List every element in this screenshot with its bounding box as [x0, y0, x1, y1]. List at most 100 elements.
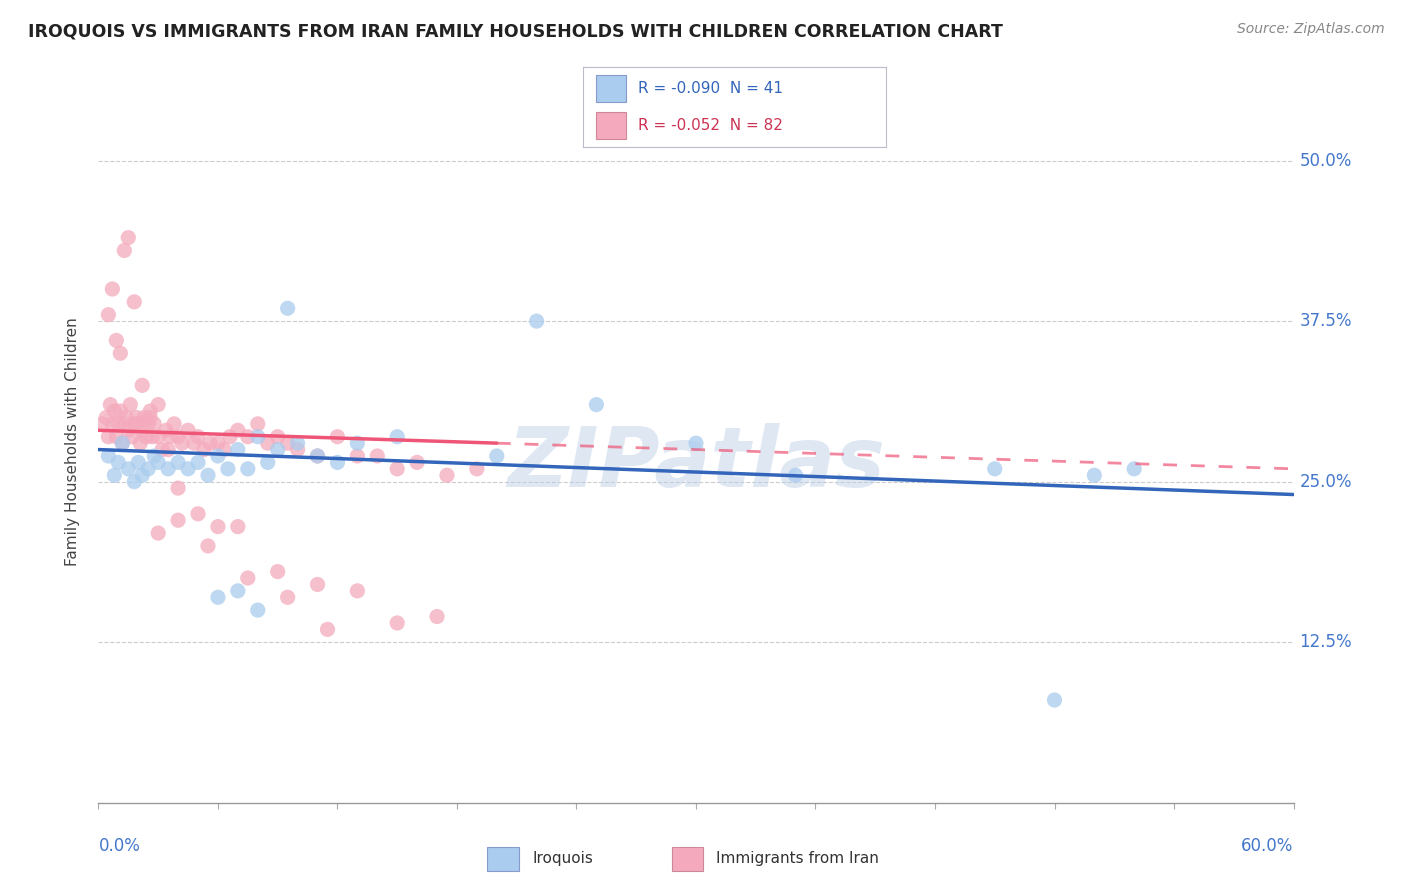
Point	[124, 294, 146, 309]
FancyBboxPatch shape	[672, 847, 703, 871]
Point	[167, 481, 190, 495]
Point	[346, 436, 368, 450]
Point	[139, 410, 162, 425]
Point	[107, 417, 129, 431]
Point	[148, 430, 170, 444]
Point	[426, 609, 449, 624]
Point	[103, 404, 125, 418]
Point	[183, 436, 205, 450]
Point	[1043, 693, 1066, 707]
Point	[187, 455, 209, 469]
Point	[226, 423, 249, 437]
Point	[177, 462, 200, 476]
Text: IROQUOIS VS IMMIGRANTS FROM IRAN FAMILY HOUSEHOLDS WITH CHILDREN CORRELATION CHA: IROQUOIS VS IMMIGRANTS FROM IRAN FAMILY …	[28, 22, 1002, 40]
Point	[226, 583, 249, 598]
Point	[187, 430, 209, 444]
Point	[117, 462, 139, 476]
Point	[785, 468, 807, 483]
Point	[585, 398, 607, 412]
Point	[226, 442, 249, 457]
Point	[219, 430, 242, 444]
Point	[246, 417, 269, 431]
Point	[406, 455, 429, 469]
Point	[277, 591, 299, 605]
Point	[207, 519, 229, 533]
Point	[346, 449, 368, 463]
Point	[207, 449, 229, 463]
Point	[101, 417, 124, 431]
Text: ZIPatlas: ZIPatlas	[508, 423, 884, 504]
Point	[134, 410, 156, 425]
Point	[1123, 462, 1146, 476]
Point	[159, 430, 181, 444]
Point	[307, 577, 329, 591]
Point	[136, 462, 159, 476]
Y-axis label: Family Households with Children: Family Households with Children	[65, 318, 80, 566]
Point	[124, 417, 146, 431]
Point	[177, 423, 200, 437]
Point	[121, 430, 143, 444]
Point	[155, 423, 177, 437]
Point	[98, 398, 122, 412]
Point	[96, 410, 118, 425]
Point	[385, 430, 409, 444]
Point	[157, 442, 180, 457]
Point	[307, 449, 329, 463]
Point	[143, 417, 166, 431]
Point	[217, 462, 239, 476]
Point	[131, 468, 153, 483]
Point	[287, 436, 309, 450]
Point	[236, 571, 259, 585]
Point	[685, 436, 707, 450]
Point	[112, 417, 135, 431]
Point	[197, 539, 219, 553]
Point	[984, 462, 1007, 476]
Point	[316, 623, 339, 637]
Point	[236, 430, 259, 444]
Point	[125, 410, 148, 425]
Point	[287, 442, 309, 457]
Point	[150, 442, 173, 457]
Point	[105, 334, 128, 348]
Point	[246, 430, 269, 444]
Point	[167, 455, 190, 469]
Point	[1083, 468, 1105, 483]
Point	[105, 430, 128, 444]
Point	[103, 468, 125, 483]
Point	[101, 282, 124, 296]
Point	[148, 455, 170, 469]
Point	[436, 468, 458, 483]
Point	[385, 462, 409, 476]
Point	[326, 455, 349, 469]
Point	[127, 455, 149, 469]
FancyBboxPatch shape	[596, 112, 626, 139]
FancyBboxPatch shape	[486, 847, 519, 871]
Point	[117, 423, 139, 437]
Point	[267, 442, 290, 457]
Point	[129, 436, 152, 450]
Point	[131, 378, 153, 392]
Point	[139, 404, 162, 418]
Point	[172, 436, 194, 450]
Text: 0.0%: 0.0%	[98, 838, 141, 855]
Point	[148, 398, 170, 412]
Point	[163, 417, 186, 431]
Text: 60.0%: 60.0%	[1241, 838, 1294, 855]
Text: 25.0%: 25.0%	[1299, 473, 1353, 491]
Point	[267, 565, 290, 579]
Text: 12.5%: 12.5%	[1299, 633, 1353, 651]
Point	[167, 513, 190, 527]
Point	[207, 591, 229, 605]
Point	[111, 436, 134, 450]
Point	[167, 430, 190, 444]
Text: Iroquois: Iroquois	[531, 851, 593, 866]
Text: R = -0.090  N = 41: R = -0.090 N = 41	[638, 81, 783, 96]
Point	[236, 462, 259, 476]
Point	[97, 308, 120, 322]
Point	[197, 468, 219, 483]
Point	[136, 417, 159, 431]
Point	[277, 436, 299, 450]
Point	[526, 314, 548, 328]
Point	[277, 301, 299, 316]
Point	[346, 583, 368, 598]
